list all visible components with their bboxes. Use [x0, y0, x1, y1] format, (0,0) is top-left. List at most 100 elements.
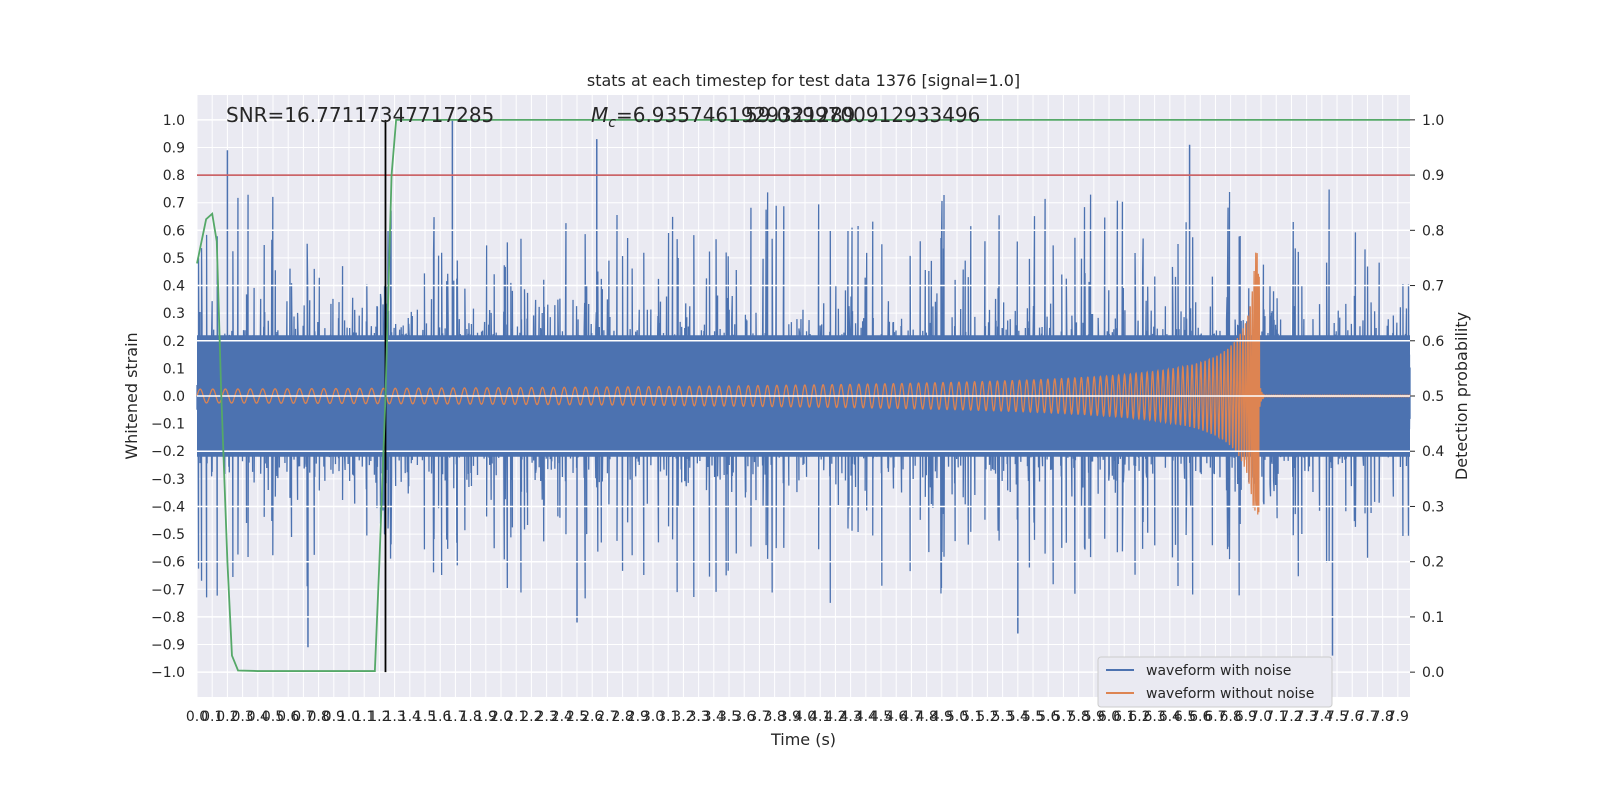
x-tick-label: 3.7 — [748, 709, 770, 725]
x-tick-label: 6.1 — [1113, 709, 1135, 725]
x-tick-label: 1.1 — [353, 709, 375, 725]
x-tick-label: 6.9 — [1235, 709, 1257, 725]
x-tick-label: 7.7 — [1356, 709, 1378, 725]
y2-tick-label: 0.9 — [1422, 168, 1444, 184]
x-tick-label: 5.9 — [1083, 709, 1105, 725]
x-tick-label: 6.8 — [1220, 709, 1242, 725]
y2-tick-labels: 0.0 0.1 0.2 0.3 0.4 0.5 0.6 0.7 0.8 0.9 1.0 — [1422, 113, 1444, 681]
x-tick-label: 0.1 — [201, 709, 223, 725]
x-tick-label: 2.8 — [611, 709, 633, 725]
y-tick-label: 0.1 — [163, 361, 185, 377]
x-tick-label: 6.6 — [1189, 709, 1211, 725]
x-tick-label: 2.1 — [505, 709, 527, 725]
x-tick-label: 5.7 — [1052, 709, 1074, 725]
x-tick-label: 4.5 — [870, 709, 892, 725]
x-tick-label: 4.1 — [809, 709, 831, 725]
x-tick-label: 4.9 — [931, 709, 953, 725]
x-tick-label: 3.0 — [642, 709, 664, 725]
x-tick-label: 1.0 — [338, 709, 360, 725]
legend-box — [1097, 656, 1333, 708]
chirp-mass-value: =6.9357461929321289 — [616, 103, 855, 127]
x-tick-label: 5.1 — [961, 709, 983, 725]
y2-tick-label: 0.0 — [1422, 665, 1444, 681]
x-tick-label: 2.9 — [627, 709, 649, 725]
y2-tick-label: 0.2 — [1422, 555, 1444, 571]
x-tick-label: 5.8 — [1067, 709, 1089, 725]
y-tick-label: 0.9 — [163, 140, 185, 156]
legend-label-noise: waveform with noise — [1146, 663, 1291, 679]
x-tick-label: 2.0 — [490, 709, 512, 725]
y-tick-label: −0.6 — [151, 555, 185, 571]
y-tick-label: 0.5 — [163, 251, 185, 267]
y-tick-label: 0.7 — [163, 196, 185, 212]
x-tick-label: 2.4 — [551, 709, 573, 725]
overlapping-annotation: 59.039970091293349​6 — [745, 103, 980, 127]
x-axis-label: Time (s) — [770, 730, 836, 749]
x-tick-label: 1.5 — [414, 709, 436, 725]
y2-tick-label: 0.5 — [1422, 389, 1444, 405]
x-tick-label: 7.3 — [1296, 709, 1318, 725]
x-tick-label: 6.3 — [1143, 709, 1165, 725]
y-tick-label: −0.7 — [151, 582, 185, 598]
x-tick-label: 3.3 — [687, 709, 709, 725]
y-tick-label: 0.2 — [163, 334, 185, 350]
secondary-grid — [1410, 119, 1415, 673]
x-tick-label: 5.0 — [946, 709, 968, 725]
y-tick-label: −0.4 — [151, 499, 185, 515]
x-tick-label: 1.2 — [368, 709, 390, 725]
y-tick-label: −1.0 — [151, 665, 185, 681]
x-tick-label: 2.2 — [520, 709, 542, 725]
chirp-mass-subscript: c — [608, 115, 616, 131]
x-tick-label: 2.5 — [566, 709, 588, 725]
y-tick-labels: −1.0 −0.9 −0.8 −0.7 −0.6 −0.5 −0.4 −0.3 −0.2 −0.1… — [151, 113, 185, 681]
x-tick-label: 7.9 — [1387, 709, 1409, 725]
y2-tick-label: 0.3 — [1422, 499, 1444, 515]
y-tick-label: −0.8 — [151, 610, 185, 626]
x-tick-label: 3.9 — [779, 709, 801, 725]
x-tick-label: 3.4 — [703, 709, 725, 725]
chirp-mass-symbol: M — [591, 103, 608, 127]
x-tick-label: 7.8 — [1372, 709, 1394, 725]
x-tick-label: 0.4 — [247, 709, 269, 725]
y2-tick-label: 0.7 — [1422, 279, 1444, 295]
x-tick-label: 5.4 — [1007, 709, 1029, 725]
y2-tick-label: 0.6 — [1422, 334, 1444, 350]
y2-tick-label: 0.1 — [1422, 610, 1444, 626]
x-tick-label: 3.5 — [718, 709, 740, 725]
x-tick-label: 0.6 — [277, 709, 299, 725]
x-tick-label: 3.6 — [733, 709, 755, 725]
x-tick-label: 0.0 — [186, 709, 208, 725]
x-tick-label: 1.3 — [383, 709, 405, 725]
x-tick-label: 2.3 — [535, 709, 557, 725]
x-tick-label: 1.7 — [444, 709, 466, 725]
y-axis-label: Whitened strain — [122, 332, 141, 459]
x-tick-label: 1.8 — [459, 709, 481, 725]
legend-label-clean: waveform without noise — [1146, 686, 1314, 702]
x-tick-label: 0.3 — [231, 709, 253, 725]
x-tick-label: 4.0 — [794, 709, 816, 725]
y-tick-label: 0.6 — [163, 223, 185, 239]
x-tick-label: 0.9 — [323, 709, 345, 725]
x-tick-label: 4.2 — [824, 709, 846, 725]
x-tick-label: 6.7 — [1204, 709, 1226, 725]
x-tick-label: 5.5 — [1022, 709, 1044, 725]
x-tick-label: 6.2 — [1128, 709, 1150, 725]
legend: waveform with noise waveform without noi… — [1097, 656, 1333, 708]
y-tick-label: 0.0 — [163, 389, 185, 405]
x-tick-label: 1.4 — [399, 709, 421, 725]
y-tick-label: −0.3 — [151, 472, 185, 488]
x-tick-label: 0.2 — [216, 709, 238, 725]
x-tick-label: 0.5 — [262, 709, 284, 725]
reference-lines — [196, 118, 1410, 673]
x-tick-label: 7.6 — [1341, 709, 1363, 725]
x-tick-label: 2.6 — [581, 709, 603, 725]
x-tick-label: 4.8 — [915, 709, 937, 725]
x-tick-label: 7.1 — [1265, 709, 1287, 725]
y2-tick-label: 0.4 — [1422, 444, 1444, 460]
x-tick-label: 3.1 — [657, 709, 679, 725]
x-tick-label: 6.0 — [1098, 709, 1120, 725]
y-tick-label: −0.9 — [151, 638, 185, 654]
y2-tick-label: 0.8 — [1422, 223, 1444, 239]
series-detection-probability — [196, 118, 1410, 672]
